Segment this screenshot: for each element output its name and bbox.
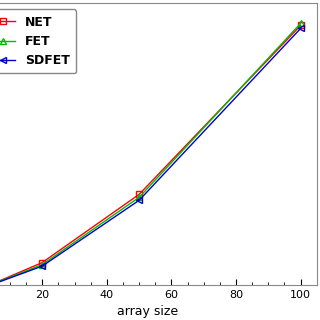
NET — [137, 192, 141, 196]
NET — [40, 261, 44, 265]
Line: SDFET: SDFET — [0, 26, 303, 287]
X-axis label: array size: array size — [116, 305, 178, 318]
Legend: NET, FET, SDFET: NET, FET, SDFET — [0, 10, 76, 74]
SDFET — [299, 27, 303, 30]
SDFET — [40, 264, 44, 268]
SDFET — [137, 198, 141, 202]
FET — [299, 21, 303, 25]
FET — [137, 196, 141, 199]
NET — [299, 23, 303, 27]
FET — [40, 263, 44, 267]
Line: FET: FET — [0, 20, 303, 286]
Line: NET: NET — [0, 23, 303, 286]
